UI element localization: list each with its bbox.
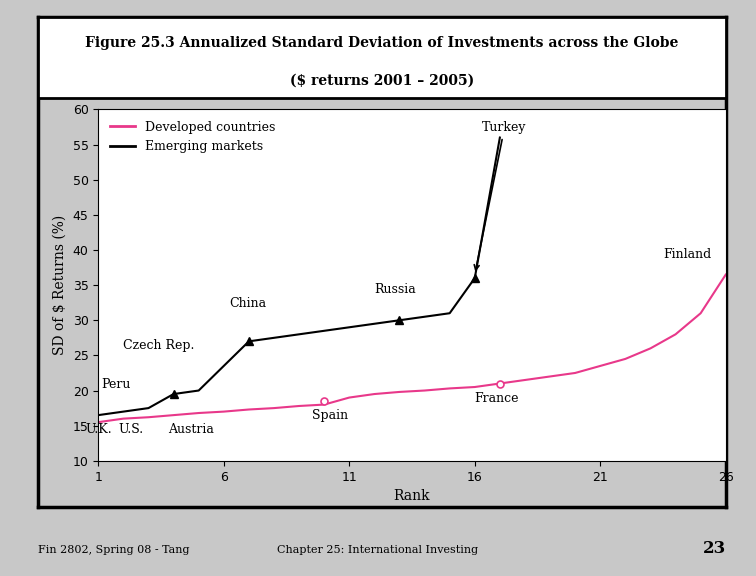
Text: Fin 2802, Spring 08 - Tang: Fin 2802, Spring 08 - Tang [38,545,189,555]
X-axis label: Rank: Rank [394,489,430,503]
Text: Austria: Austria [169,423,215,436]
Text: U.K.: U.K. [85,423,113,436]
Text: Czech Rep.: Czech Rep. [123,339,195,352]
Text: Finland: Finland [663,248,711,260]
Text: Turkey: Turkey [474,121,527,270]
Text: Peru: Peru [101,377,130,391]
Text: Russia: Russia [374,283,416,295]
Text: France: France [475,392,519,404]
Text: ($ returns 2001 – 2005): ($ returns 2001 – 2005) [290,73,474,87]
Text: Figure 25.3 Annualized Standard Deviation of Investments across the Globe: Figure 25.3 Annualized Standard Deviatio… [85,36,678,50]
Text: U.S.: U.S. [119,423,144,436]
Text: Chapter 25: International Investing: Chapter 25: International Investing [277,545,479,555]
Text: Spain: Spain [311,409,348,422]
Text: 23: 23 [702,540,726,557]
Legend: Developed countries, Emerging markets: Developed countries, Emerging markets [104,116,280,158]
Y-axis label: SD of $ Returns (%): SD of $ Returns (%) [53,215,67,355]
Text: China: China [229,297,266,310]
